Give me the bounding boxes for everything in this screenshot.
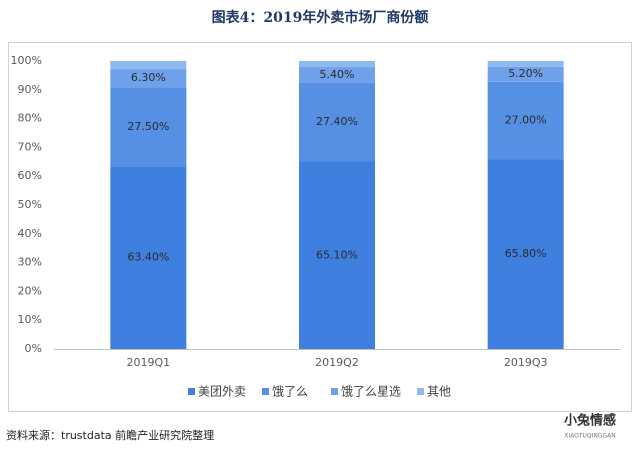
chart-frame	[8, 42, 632, 412]
value-label: 27.00%	[505, 114, 547, 127]
bar-segment	[487, 61, 564, 67]
source: 资料来源：trustdata 前瞻产业研究院整理	[6, 428, 214, 442]
y-tick-label: 30%	[18, 256, 42, 269]
value-label: 65.10%	[316, 248, 358, 261]
legend-swatch	[188, 388, 195, 395]
bar-segment	[299, 82, 375, 162]
legend-swatch	[417, 388, 424, 395]
value-label: 63.40%	[127, 251, 169, 264]
y-tick-label: 0%	[25, 342, 42, 355]
value-label: 65.80%	[505, 247, 547, 260]
legend-swatch	[331, 388, 338, 395]
legend-label: 饿了么星选	[341, 385, 401, 399]
y-tick-label: 90%	[18, 83, 42, 96]
watermark: 小兔情感	[564, 413, 616, 429]
bar-segment	[487, 81, 564, 160]
y-tick-label: 40%	[18, 227, 42, 240]
legend-label: 其他	[427, 385, 451, 399]
legend-label: 饿了么	[272, 385, 308, 399]
bar-segment	[487, 159, 564, 349]
y-tick-label: 60%	[18, 169, 42, 182]
bar-segment	[110, 166, 187, 349]
y-tick-label: 100%	[11, 54, 42, 67]
y-tick-label: 80%	[18, 112, 42, 125]
y-tick-label: 20%	[18, 284, 42, 297]
bar-segment	[299, 161, 375, 349]
value-label: 5.20%	[508, 67, 543, 80]
y-tick-label: 50%	[18, 198, 42, 211]
y-tick-label: 10%	[18, 313, 42, 326]
value-label: 5.40%	[320, 68, 355, 81]
value-label: 27.40%	[316, 115, 358, 128]
legend-label: 美团外卖	[198, 385, 246, 399]
x-tick-label: 2019Q3	[504, 356, 548, 369]
bar-segment	[299, 67, 375, 83]
legend-swatch	[262, 388, 269, 395]
chart-title: 图表4：2019年外卖市场厂商份额	[212, 9, 429, 26]
y-tick-label: 70%	[18, 140, 42, 153]
x-tick-label: 2019Q1	[127, 356, 171, 369]
value-label: 27.50%	[127, 120, 169, 133]
bar-segment	[487, 66, 564, 82]
watermark-subtitle: XIAOTUQINGGAN	[564, 433, 616, 440]
bar-segment	[299, 61, 375, 68]
x-tick-label: 2019Q2	[315, 356, 359, 369]
bar-segment	[110, 69, 187, 88]
bar-segment	[110, 87, 187, 167]
bar-segment	[110, 61, 187, 70]
value-label: 6.30%	[131, 71, 166, 84]
